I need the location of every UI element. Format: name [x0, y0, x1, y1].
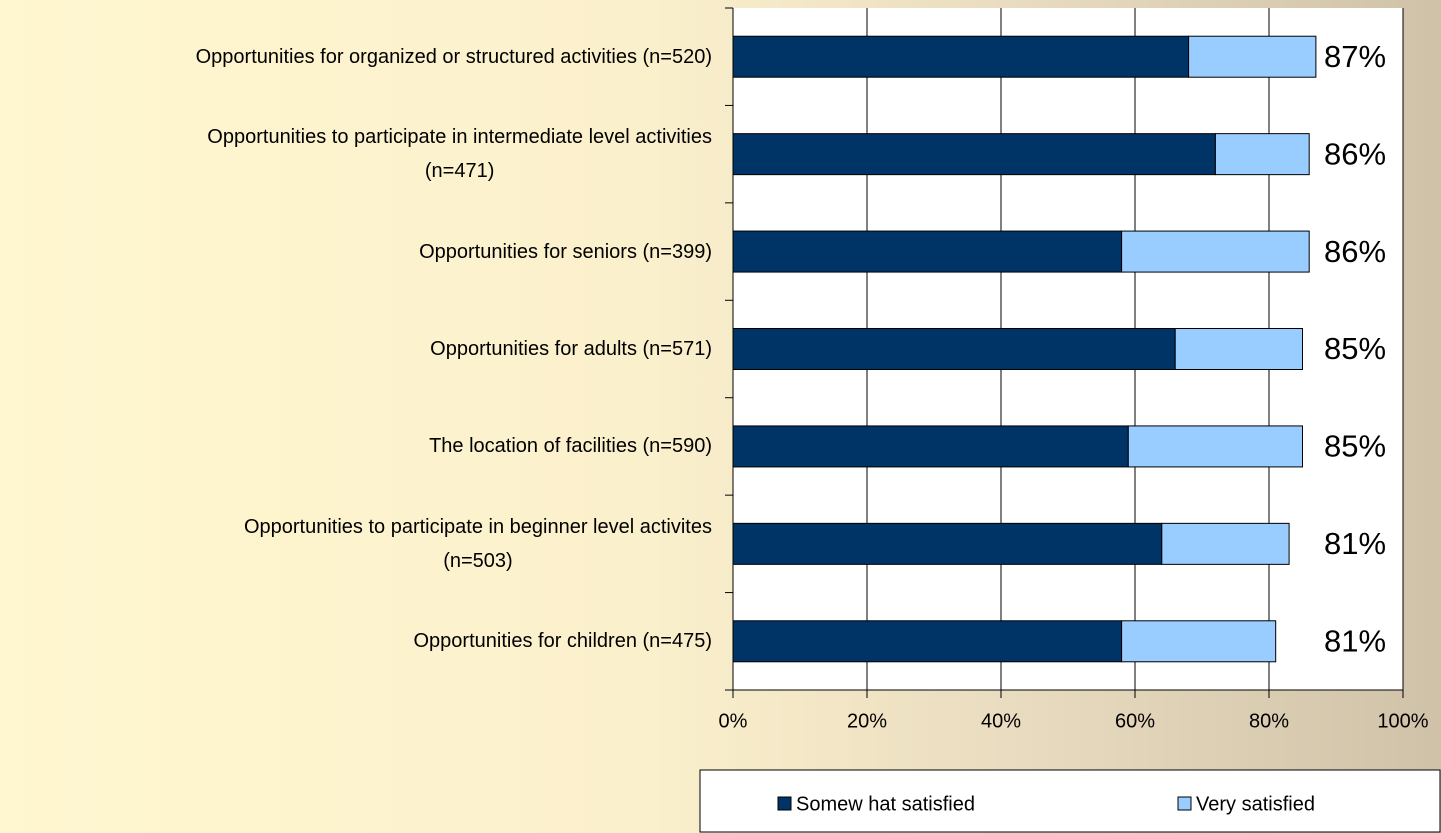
- category-label: Opportunities for seniors (n=399): [419, 240, 712, 263]
- category-label: Opportunities to participate in intermed…: [207, 126, 712, 183]
- total-label: 85%: [1324, 429, 1386, 464]
- legend-label: Somew hat satisfied: [796, 793, 975, 815]
- x-tick-label: 0%: [719, 710, 748, 732]
- total-label: 86%: [1324, 234, 1386, 269]
- total-label: 81%: [1324, 623, 1386, 658]
- bar-segment: [732, 522, 1163, 565]
- category-label: Opportunities for children (n=475): [413, 630, 713, 653]
- bar-segment: [732, 620, 1123, 663]
- legend-swatch: [777, 796, 792, 811]
- bar-segment: [1161, 522, 1290, 565]
- x-tick-label: 60%: [1115, 710, 1155, 732]
- bar-segment: [1174, 328, 1303, 370]
- category-label: Opportunities for organized or structure…: [195, 45, 712, 68]
- bar-segment: [1188, 35, 1317, 78]
- total-label: 85%: [1324, 331, 1386, 366]
- legend-label: Very satisfied: [1196, 793, 1315, 815]
- bar-segment: [732, 328, 1176, 370]
- bar-segment: [732, 35, 1190, 78]
- bar-segment: [732, 230, 1123, 273]
- bar-segment: [732, 133, 1216, 176]
- bar-segment: [1127, 425, 1304, 468]
- total-label: 86%: [1324, 136, 1386, 171]
- bar-segment: [1121, 230, 1310, 273]
- legend-swatch: [1177, 796, 1192, 811]
- total-label: 81%: [1324, 526, 1386, 561]
- category-label: Opportunities to participate in beginner…: [243, 515, 712, 572]
- x-tick-label: 80%: [1249, 710, 1289, 732]
- x-tick-label: 40%: [981, 710, 1021, 732]
- x-tick-label: 20%: [847, 710, 887, 732]
- bar-segment: [1121, 620, 1277, 663]
- category-label: The location of facilities (n=590): [429, 435, 712, 458]
- bar-segment: [1214, 133, 1310, 176]
- legend-box: [699, 769, 1441, 833]
- x-tick-label: 100%: [1377, 710, 1428, 732]
- bar-segment: [732, 425, 1129, 468]
- category-label: Opportunities for adults (n=571): [430, 338, 712, 360]
- total-label: 87%: [1324, 39, 1386, 74]
